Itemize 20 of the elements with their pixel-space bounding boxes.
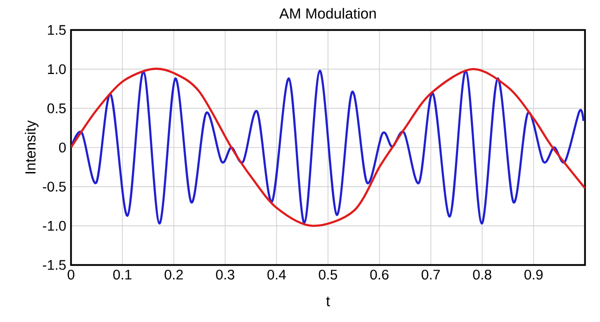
x-tick-label: 0.9 (524, 270, 543, 280)
x-tick-label: 0.4 (267, 270, 286, 280)
y-tick-label: -0.5 (42, 182, 66, 192)
chart-title: AM Modulation (279, 8, 376, 19)
x-tick-label: 0.8 (473, 270, 492, 280)
x-tick-label: 0.6 (370, 270, 388, 280)
y-tick-label: 1.5 (48, 25, 66, 35)
x-tick-label: 0.1 (113, 270, 132, 280)
y-tick-label: -1.0 (42, 220, 66, 231)
y-axis-title: Intensity (24, 120, 38, 174)
y-tick-label: 1.0 (48, 64, 66, 74)
y-tick-label: 0.5 (47, 103, 66, 114)
x-tick-label: 0.2 (164, 270, 183, 280)
x-tick-label: 0 (68, 270, 74, 280)
x-axis-title: t (326, 296, 330, 306)
x-tick-label: 0.5 (318, 270, 338, 280)
y-tick-label: -1.5 (42, 260, 66, 270)
x-tick-label: 0.7 (422, 270, 440, 280)
x-tick-label: 0.3 (216, 270, 234, 280)
y-tick-label: 0 (59, 142, 66, 152)
